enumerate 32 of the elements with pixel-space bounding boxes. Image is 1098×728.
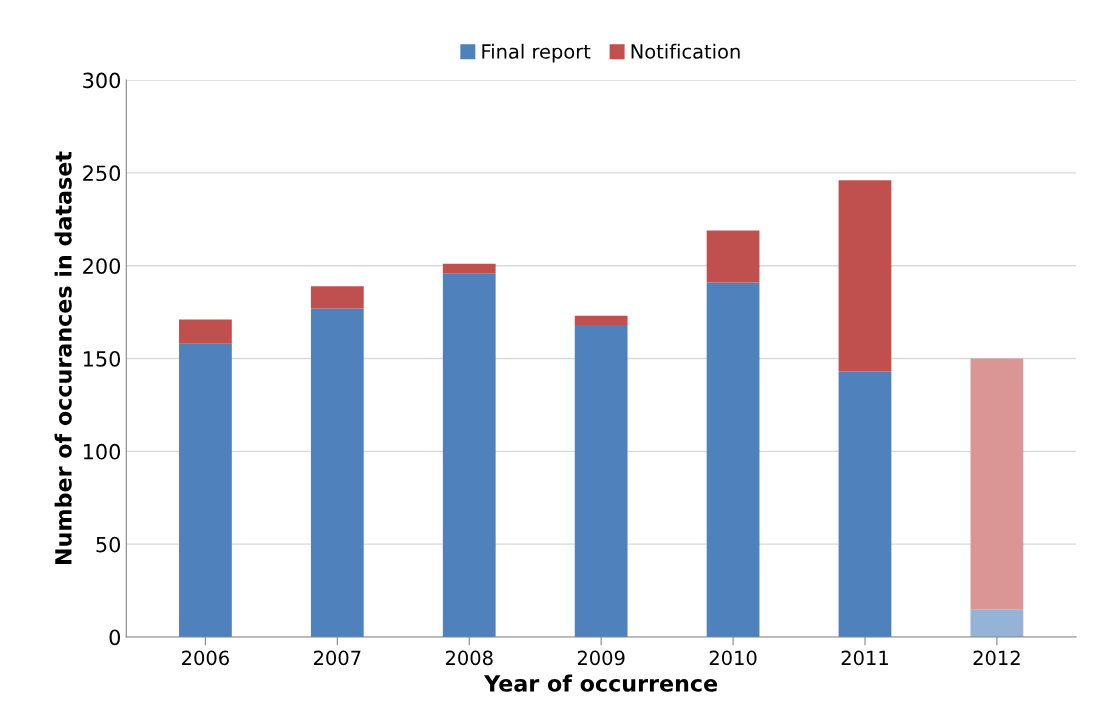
bar [310, 286, 364, 309]
y-tick-label: 50 [96, 536, 121, 553]
x-tick-label: 2011 [841, 650, 888, 666]
y-axis-title: Number of occurances in dataset [54, 151, 72, 564]
y-tick-label: 300 [83, 72, 121, 89]
x-tick-label: 2007 [314, 650, 361, 666]
bar [838, 371, 892, 637]
bar [574, 325, 628, 637]
legend-label: Final report [482, 43, 591, 63]
bar [706, 230, 760, 283]
bar [574, 315, 628, 326]
bar [442, 263, 496, 274]
bar [179, 319, 232, 344]
bar [442, 273, 496, 637]
bar [706, 282, 760, 637]
y-tick-label: 200 [83, 258, 121, 274]
y-tick-label: 100 [83, 443, 121, 460]
bar [970, 609, 1024, 637]
x-tick-label: 2006 [182, 650, 229, 666]
x-tick-label: 2009 [577, 650, 625, 666]
x-axis-title: Year of occurrence [483, 674, 718, 692]
bar [179, 343, 232, 637]
x-tick-label: 2010 [709, 650, 757, 666]
bar [838, 180, 892, 372]
x-tick-label: 2012 [973, 650, 1020, 666]
y-tick-label: 0 [109, 629, 121, 646]
bar [970, 358, 1024, 610]
bar [310, 308, 364, 637]
y-tick-label: 150 [83, 350, 121, 367]
y-tick-label: 250 [83, 165, 121, 182]
legend-label: Notification [631, 43, 740, 59]
x-tick-label: 2008 [445, 650, 493, 666]
